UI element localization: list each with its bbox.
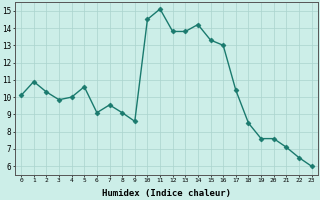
X-axis label: Humidex (Indice chaleur): Humidex (Indice chaleur) <box>102 189 231 198</box>
